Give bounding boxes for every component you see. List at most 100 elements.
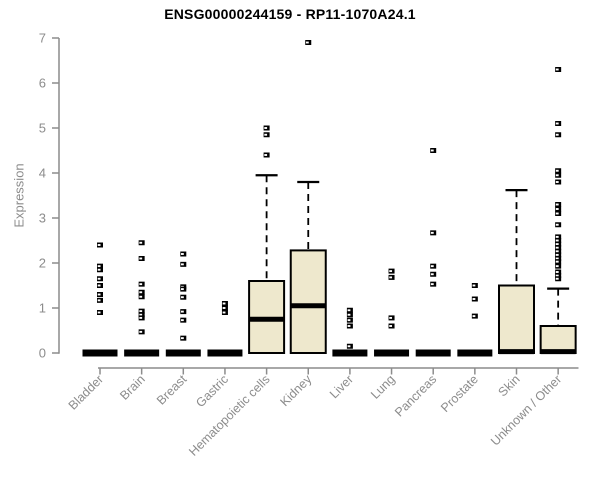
outlier-point-center [97, 284, 101, 287]
outlier-point-center [305, 41, 309, 44]
y-tick-label: 0 [39, 346, 46, 361]
box-collapsed-brain [124, 349, 160, 357]
y-tick-label: 2 [39, 256, 46, 271]
outlier-point-center [430, 283, 434, 286]
x-tick-label-hematopoietic-cells: Hematopoietic cells [186, 372, 273, 459]
outlier-point-center [222, 311, 226, 314]
outlier-point-center [555, 174, 559, 177]
outlier-point-center [555, 203, 559, 206]
box-collapsed-prostate [457, 349, 493, 357]
x-tick-label-breast: Breast [154, 372, 190, 408]
outlier-point-center [555, 181, 559, 183]
x-tick-label-kidney: Kidney [277, 372, 314, 409]
outlier-point-center [97, 299, 101, 302]
outlier-point-center [222, 307, 226, 309]
box-unknown-other [539, 325, 577, 354]
outlier-point-center [555, 235, 559, 238]
x-tick-label-pancreas: Pancreas [392, 372, 439, 419]
outlier-point-center [97, 293, 101, 296]
outlier-point-center [555, 212, 559, 215]
box-collapsed-gastric [207, 349, 243, 357]
outlier-point-center [389, 316, 393, 319]
outlier-point-center [555, 260, 559, 263]
outlier-point-center [139, 241, 143, 244]
x-tick-label-brain: Brain [117, 372, 148, 403]
outlier-point-center [347, 325, 351, 327]
outlier-point-center [555, 223, 559, 226]
outlier-point-center [139, 283, 143, 286]
outlier-point-center [139, 313, 143, 316]
x-tick-label-skin: Skin [496, 372, 523, 399]
outlier-point-center [555, 246, 559, 249]
box-collapsed-bladder [82, 349, 118, 357]
outlier-point-center [264, 127, 268, 129]
outlier-point-center [555, 239, 559, 242]
x-tick-label-liver: Liver [327, 372, 356, 401]
outlier-point-center [347, 309, 351, 312]
y-tick-label: 5 [39, 121, 46, 136]
outlier-point-center [222, 302, 226, 305]
outlier-point-center [347, 319, 351, 322]
outlier-point-center [555, 208, 559, 210]
y-tick-label: 6 [39, 76, 46, 91]
outlier-point-center [389, 270, 393, 273]
outlier-point-center [264, 154, 268, 156]
x-tick-label-lung: Lung [368, 372, 398, 402]
outlier-point-center [139, 291, 143, 294]
outlier-point-center [97, 277, 101, 280]
outlier-point-center [139, 316, 143, 319]
outlier-point-center [97, 244, 101, 246]
box-kidney [289, 249, 327, 354]
outlier-point-center [264, 133, 268, 136]
outlier-point-center [555, 271, 559, 273]
outlier-point-center [472, 284, 476, 287]
outlier-point-center [555, 250, 559, 253]
outlier-point-center [181, 337, 184, 340]
outlier-point-center [139, 295, 143, 298]
outlier-point-center [181, 296, 184, 299]
box-collapsed-breast [165, 349, 201, 357]
x-tick-label-prostate: Prostate [438, 372, 481, 415]
outlier-point-center [97, 311, 101, 314]
x-tick-label-gastric: Gastric [193, 372, 231, 410]
box-collapsed-liver [332, 349, 368, 357]
y-tick-label: 4 [39, 166, 46, 181]
x-tick-label-unknown-other: Unknown / Other [488, 372, 564, 448]
outlier-point-center [181, 253, 184, 255]
outlier-point-center [555, 257, 559, 260]
outlier-point-center [555, 265, 559, 268]
box-collapsed-lung [374, 349, 410, 357]
outlier-point-center [555, 133, 559, 136]
outlier-point-center [555, 122, 559, 125]
outlier-point-center [555, 253, 559, 256]
outlier-point-center [139, 310, 143, 313]
outlier-point-center [97, 268, 101, 271]
outlier-point-center [430, 273, 434, 276]
outlier-point-center [97, 265, 101, 268]
outlier-point-center [389, 325, 393, 327]
outlier-point-center [555, 277, 559, 280]
y-tick-label: 3 [39, 211, 46, 226]
outlier-point-center [472, 315, 476, 318]
outlier-point-center [181, 263, 184, 266]
outlier-point-center [555, 274, 559, 277]
outlier-point-center [555, 243, 559, 246]
outlier-point-center [139, 257, 143, 260]
x-tick-label-bladder: Bladder [66, 372, 106, 412]
outlier-point-center [555, 68, 559, 71]
box-skin [498, 284, 535, 354]
outlier-point-center [389, 276, 393, 279]
y-tick-label: 1 [39, 301, 46, 316]
outlier-point-center [555, 169, 559, 172]
chart-title: ENSG00000244159 - RP11-1070A24.1 [164, 6, 416, 22]
outlier-point-center [430, 231, 434, 234]
outlier-point-center [139, 330, 143, 333]
outlier-point-center [181, 310, 184, 313]
outlier-point-center [347, 345, 351, 348]
outlier-point-center [181, 288, 184, 291]
y-tick-label: 7 [39, 31, 46, 46]
outlier-point-center [472, 298, 476, 300]
outlier-point-center [430, 265, 434, 268]
